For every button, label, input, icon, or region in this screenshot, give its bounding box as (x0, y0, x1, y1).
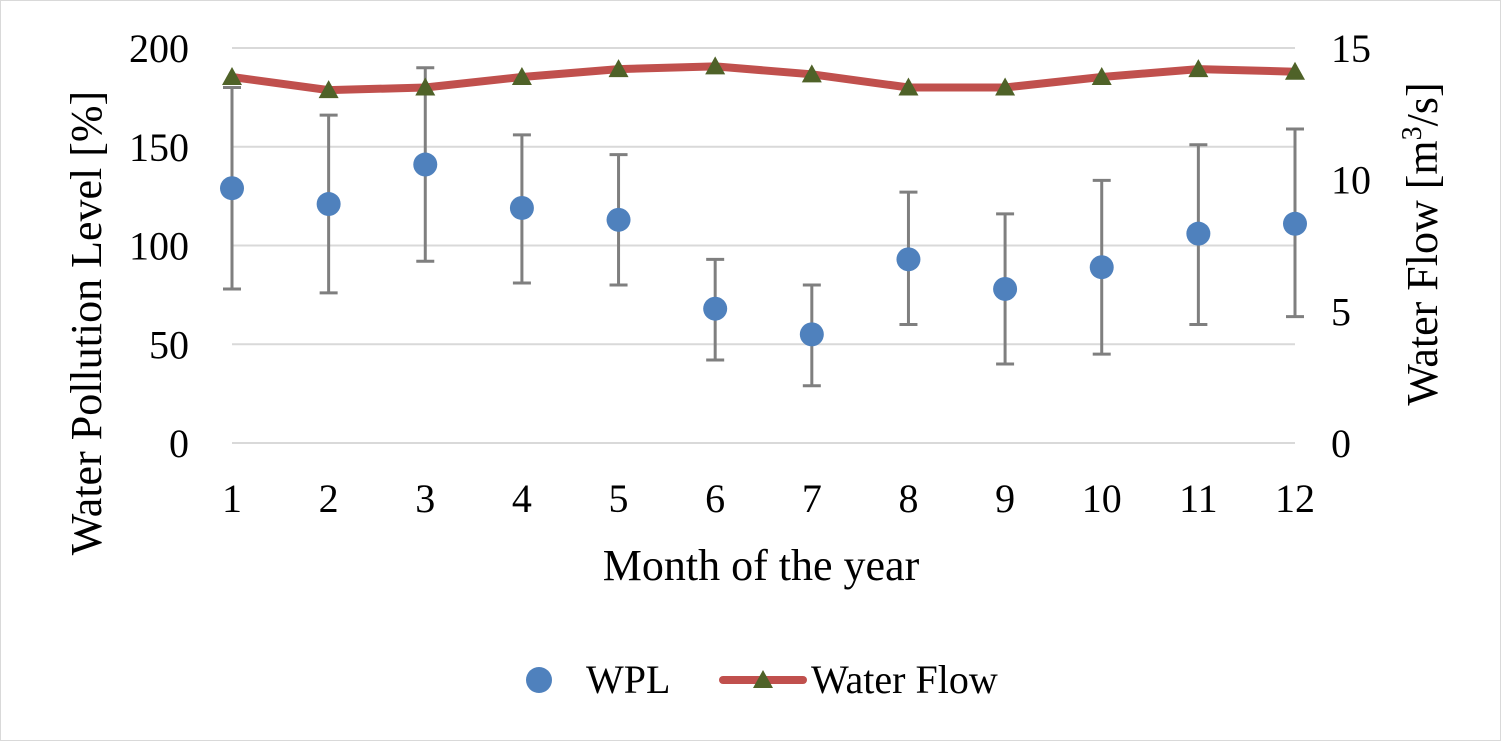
y-left-tick-labels: 0 50 100 150 200 (129, 26, 189, 466)
wpl-point (703, 296, 728, 321)
water-flow-markers (222, 56, 1305, 99)
water-flow-point (1091, 66, 1112, 85)
y-right-title-superscript: 3 (1397, 126, 1428, 140)
wpl-point (993, 276, 1018, 301)
legend-wpl-label: WPL (586, 657, 670, 702)
y-right-tick-label: 5 (1331, 289, 1351, 334)
wpl-points (220, 152, 1307, 347)
water-flow-point (995, 77, 1016, 96)
x-tick-label: 4 (512, 476, 532, 521)
y-left-tick-label: 0 (169, 421, 189, 466)
x-axis-title: Month of the year (603, 541, 920, 590)
wpl-point (896, 247, 921, 272)
water-flow-point (318, 80, 339, 99)
y-right-tick-labels: 0 5 10 15 (1331, 26, 1371, 466)
x-tick-label: 11 (1179, 476, 1218, 521)
legend-water-flow-marker (753, 670, 773, 688)
y-right-tick-label: 15 (1331, 26, 1371, 71)
y-right-tick-label: 10 (1331, 158, 1371, 203)
water-flow-line (228, 62, 1299, 95)
x-tick-label: 10 (1082, 476, 1122, 521)
wpl-point (1283, 211, 1307, 236)
y-left-tick-label: 150 (129, 125, 189, 170)
water-flow-point (1285, 61, 1305, 80)
water-flow-point (705, 56, 726, 75)
y-left-tick-label: 50 (149, 322, 189, 367)
x-tick-labels: 1 2 3 4 5 6 7 8 9 10 11 12 (222, 476, 1315, 521)
y-left-axis-title: Water Pollution Level [%] (62, 91, 111, 555)
wpl-point (1186, 221, 1211, 246)
x-tick-label: 8 (898, 476, 918, 521)
x-tick-label: 12 (1275, 476, 1315, 521)
x-tick-label: 2 (319, 476, 339, 521)
x-tick-label: 9 (995, 476, 1015, 521)
y-left-tick-label: 200 (129, 26, 189, 71)
legend: WPL Water Flow (526, 657, 998, 702)
y-right-tick-label: 0 (1331, 421, 1351, 466)
wpl-point (413, 152, 438, 177)
water-flow-point (222, 66, 242, 85)
water-flow-point (511, 66, 532, 85)
wpl-point (220, 176, 244, 201)
y-left-tick-label: 100 (129, 224, 189, 269)
water-flow-point (801, 64, 822, 83)
y-right-title-prefix: Water Flow [m (1398, 140, 1447, 405)
x-tick-label: 3 (415, 476, 435, 521)
wpl-point (606, 207, 631, 232)
wpl-point (799, 322, 824, 347)
legend-wpl-marker (526, 667, 552, 693)
y-right-title-suffix: /s] (1398, 82, 1447, 126)
water-flow-point (608, 59, 629, 78)
water-flow-point (415, 77, 436, 96)
water-flow-series (228, 62, 1299, 95)
wpl-point (316, 192, 341, 217)
wpl-point (509, 195, 534, 220)
water-flow-point (898, 77, 919, 96)
y-right-axis-title: Water Flow [m3/s] (1397, 82, 1447, 405)
x-tick-label: 6 (705, 476, 725, 521)
legend-water-flow-label: Water Flow (811, 657, 998, 702)
water-flow-point (1188, 59, 1209, 78)
gridlines (232, 47, 1295, 444)
wpl-point (1089, 255, 1114, 280)
x-tick-label: 7 (802, 476, 822, 521)
x-tick-label: 1 (222, 476, 242, 521)
x-tick-label: 5 (609, 476, 629, 521)
error-bars (223, 66, 1304, 388)
